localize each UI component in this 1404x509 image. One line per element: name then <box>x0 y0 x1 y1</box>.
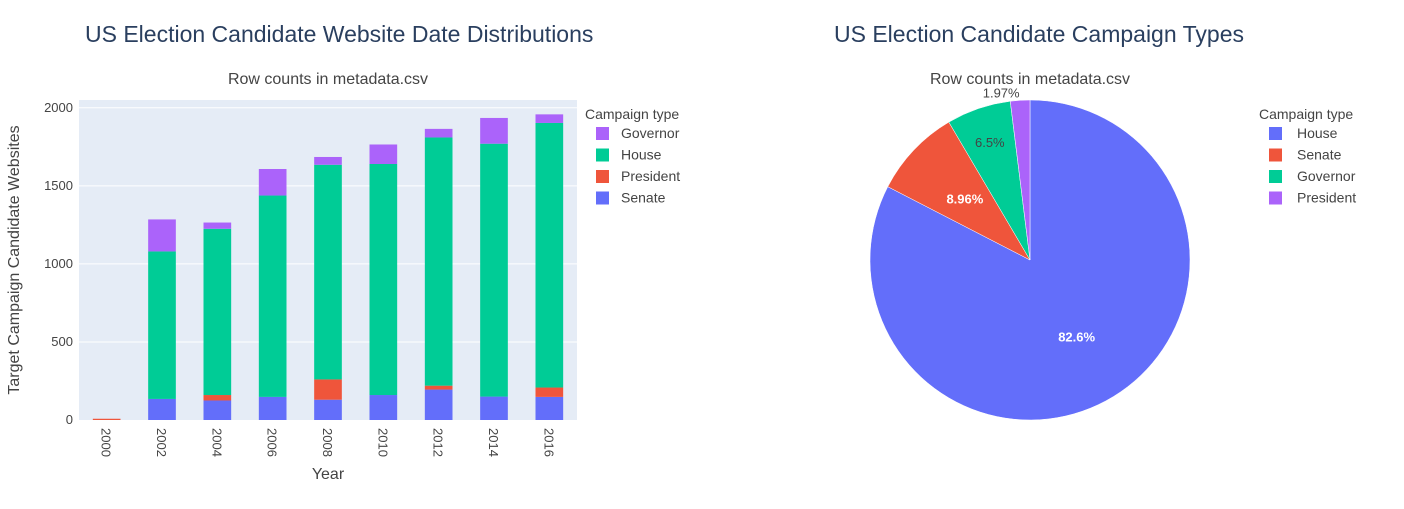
bar-chart-panel: US Election Candidate Website Date Distr… <box>6 21 680 483</box>
bar-segment-governor[interactable] <box>424 128 453 138</box>
legend-swatch <box>596 127 609 140</box>
x-tick-label: 2014 <box>486 428 501 457</box>
bar-segment-president[interactable] <box>92 418 121 420</box>
pie-slices <box>869 99 1191 421</box>
bar-segment-president[interactable] <box>314 379 342 400</box>
legend-label: House <box>621 147 662 163</box>
bar-segment-senate[interactable] <box>148 398 176 420</box>
legend-swatch <box>1269 148 1282 162</box>
bar-segment-house[interactable] <box>203 228 232 396</box>
bar-segment-senate[interactable] <box>480 396 508 420</box>
legend-item-senate[interactable]: Senate <box>596 190 666 206</box>
pie-slice-president[interactable] <box>1009 99 1031 261</box>
x-tick-labels: 2000 2002 2004 2006 2008 2010 2012 2014 2016 <box>99 428 557 457</box>
bar-segment-governor[interactable] <box>258 168 287 196</box>
y-tick-label: 2000 <box>44 100 73 115</box>
x-tick-label: 2016 <box>541 428 556 457</box>
legend-label: House <box>1297 125 1338 141</box>
bar-segment-governor[interactable] <box>480 117 508 144</box>
legend-item-house[interactable]: House <box>596 147 662 163</box>
pie-chart-panel: US Election Candidate Campaign Types Row… <box>702 0 1404 509</box>
bar-segment-house[interactable] <box>258 195 287 397</box>
bar-segment-president[interactable] <box>203 395 232 401</box>
bar-segment-president[interactable] <box>535 387 564 397</box>
pie-chart-title: US Election Candidate Campaign Types <box>834 21 1244 47</box>
bar-segment-governor[interactable] <box>535 114 564 123</box>
x-tick-label: 2010 <box>375 428 390 457</box>
pie-slice-label: 6.5% <box>975 135 1005 150</box>
pie-slice-label: 82.6% <box>1058 330 1095 345</box>
legend-label: President <box>1297 190 1356 206</box>
legend-swatch <box>1269 191 1282 205</box>
pie-chart-subtitle: Row counts in metadata.csv <box>930 71 1130 88</box>
legend-swatch <box>596 170 609 183</box>
legend-item-president[interactable]: President <box>596 168 680 184</box>
bar-segment-senate[interactable] <box>369 395 398 420</box>
y-tick-label: 500 <box>51 334 73 349</box>
y-tick-labels: 0 500 1000 1500 2000 <box>44 100 73 427</box>
bar-segment-house[interactable] <box>314 164 342 380</box>
x-tick-label: 2002 <box>154 428 169 457</box>
bar-segment-senate[interactable] <box>424 389 453 420</box>
x-tick-label: 2000 <box>99 428 114 457</box>
y-tick-label: 0 <box>66 412 73 427</box>
legend-item-president[interactable]: President <box>1269 190 1356 206</box>
pie-slice-label: 1.97% <box>983 85 1020 100</box>
legend-label: Senate <box>1297 147 1342 163</box>
bar-segment-house[interactable] <box>535 122 564 388</box>
y-tick-label: 1000 <box>44 256 73 271</box>
legend-item-governor[interactable]: Governor <box>1269 168 1356 184</box>
bar-chart-title: US Election Candidate Website Date Distr… <box>85 21 593 47</box>
pie-chart: US Election Candidate Campaign Types Row… <box>834 21 1356 421</box>
x-tick-label: 2004 <box>209 428 224 457</box>
bar-segment-house[interactable] <box>369 164 398 396</box>
bar-segment-senate[interactable] <box>258 396 287 420</box>
legend-swatch <box>596 148 609 162</box>
bar-segment-governor[interactable] <box>203 222 232 229</box>
legend-label: Senate <box>621 190 666 206</box>
pie-legend-title: Campaign type <box>1259 106 1353 122</box>
bar-chart-subtitle: Row counts in metadata.csv <box>228 71 428 88</box>
legend-label: President <box>621 168 680 184</box>
legend-label: Governor <box>621 125 680 141</box>
legend-item-senate[interactable]: Senate <box>1269 147 1342 163</box>
pie-slice-senate[interactable] <box>887 121 1031 261</box>
bar-segment-governor[interactable] <box>369 144 398 164</box>
y-tick-label: 1500 <box>44 178 73 193</box>
x-tick-label: 2012 <box>431 428 446 457</box>
legend-item-house[interactable]: House <box>1269 125 1338 141</box>
bar-segment-house[interactable] <box>480 143 508 397</box>
bar-series <box>92 114 564 420</box>
legend-swatch <box>1269 170 1282 183</box>
pie-slice-labels: 82.6% 8.96% 6.5% 1.97% <box>946 85 1095 344</box>
bar-legend[interactable]: Governor House President Senate <box>596 125 680 206</box>
pie-slice-label: 8.96% <box>946 191 983 206</box>
bar-legend-title: Campaign type <box>585 106 679 122</box>
bar-segment-senate[interactable] <box>203 400 232 420</box>
bar-segment-governor[interactable] <box>148 219 176 252</box>
bar-segment-president[interactable] <box>424 385 453 390</box>
legend-item-governor[interactable]: Governor <box>596 125 680 141</box>
x-tick-label: 2006 <box>265 428 280 457</box>
bar-segment-house[interactable] <box>424 137 453 386</box>
x-tick-label: 2008 <box>320 428 335 457</box>
y-axis-title: Target Campaign Candidate Websites <box>6 125 23 394</box>
bar-segment-house[interactable] <box>148 251 176 399</box>
pie-legend[interactable]: House Senate Governor President <box>1269 125 1356 206</box>
legend-swatch <box>596 191 609 205</box>
bar-segment-senate[interactable] <box>535 396 564 420</box>
bar-segment-senate[interactable] <box>314 399 342 420</box>
bar-segment-governor[interactable] <box>314 156 342 165</box>
x-axis-title: Year <box>312 466 345 483</box>
bar-chart: US Election Candidate Website Date Distr… <box>6 21 680 483</box>
legend-label: Governor <box>1297 168 1356 184</box>
legend-swatch <box>1269 127 1282 140</box>
